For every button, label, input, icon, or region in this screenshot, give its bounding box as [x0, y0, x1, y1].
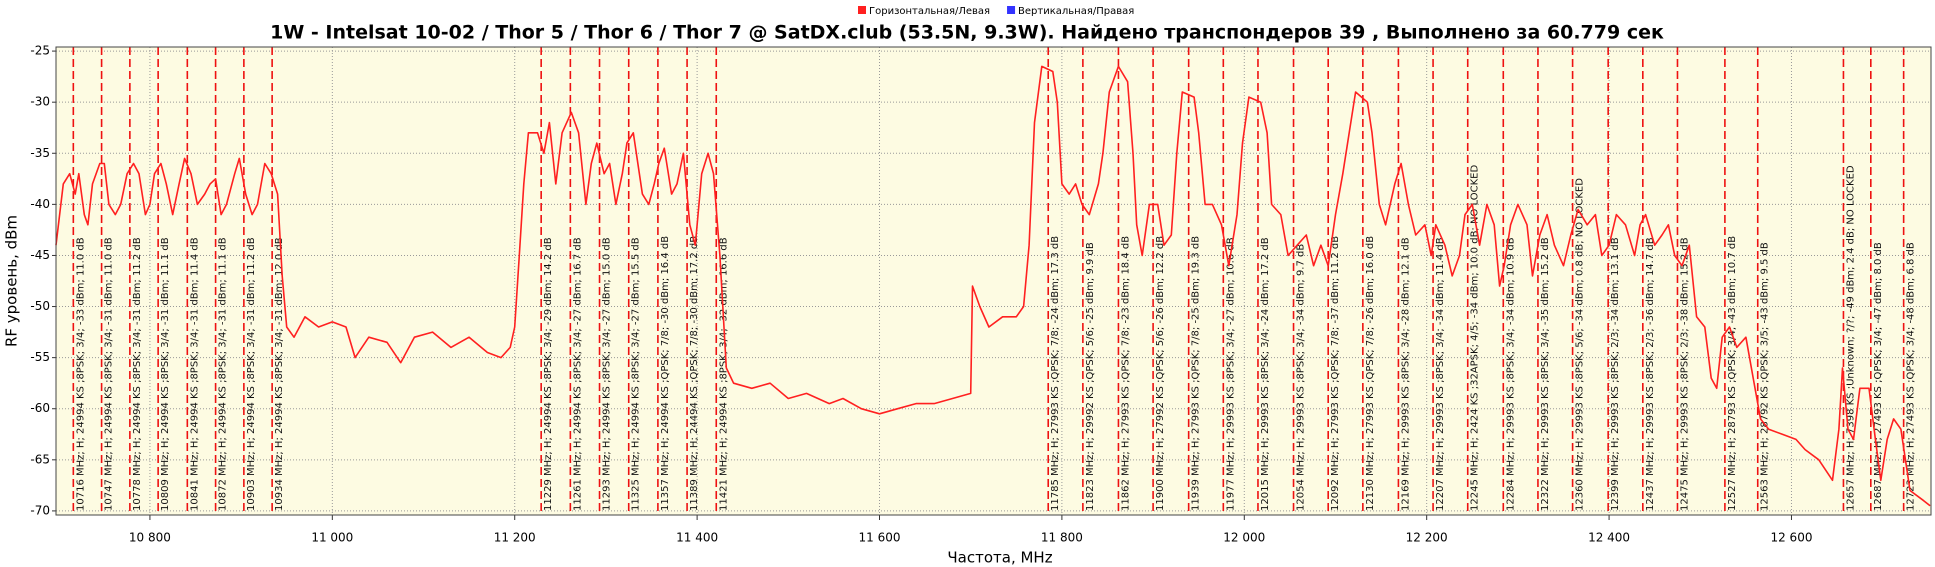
transponder-label: 10903 MHz; H; 24994 KS ;8PSK; 3/4; -31 d…: [246, 237, 257, 511]
transponder-label: 11261 MHz; H; 24994 KS ;8PSK; 3/4; -27 d…: [572, 237, 583, 511]
transponder-label: 10716 MHz; H; 24994 KS ;8PSK; 3/4; -33 d…: [75, 237, 86, 511]
transponder-label: 12130 MHz; H; 27993 KS ;QPSK; 7/8; -26 d…: [1365, 236, 1376, 511]
transponder-label: 12284 MHz; H; 29993 KS ;8PSK; 3/4; -34 d…: [1505, 237, 1516, 511]
transponder-label: 12399 MHz; H; 29993 KS ;8PSK; 2/3; -34 d…: [1610, 237, 1621, 511]
x-tick-label: 12 200: [1406, 531, 1448, 545]
legend-swatch: [858, 6, 866, 14]
transponder-label: 11785 MHz; H; 27993 KS ;QPSK; 7/8; -24 d…: [1050, 236, 1061, 511]
y-axis-label: RF уровень, dBm: [3, 215, 21, 347]
transponder-label: 11293 MHz; H; 24994 KS ;8PSK; 3/4; -27 d…: [602, 237, 613, 511]
y-tick-label: -25: [30, 44, 50, 58]
y-tick-label: -65: [30, 452, 50, 466]
x-tick-label: 11 800: [1041, 531, 1083, 545]
transponder-label: 11389 MHz; H; 24494 KS ;QPSK; 7/8; -30 d…: [689, 236, 700, 511]
transponder-label: 12054 MHz; H; 29993 KS ;8PSK; 3/4; -34 d…: [1296, 244, 1307, 511]
y-tick-label: -55: [30, 350, 50, 364]
plot-background: [56, 47, 1931, 515]
transponder-label: 12207 MHz; H; 29993 KS ;8PSK; 3/4; -34 d…: [1435, 237, 1446, 511]
transponder-label: 10778 MHz; H; 24994 KS ;8PSK; 3/4; -31 d…: [132, 237, 143, 511]
legend-label: Вертикальная/Правая: [1018, 6, 1134, 17]
transponder-label: 12563 MHz; H; 28792 KS ;QPSK; 3/5; -43 d…: [1760, 242, 1771, 511]
x-tick-label: 11 200: [494, 531, 536, 545]
transponder-label: 11229 MHz; H; 24994 KS ;8PSK; 3/4; -29 d…: [543, 237, 554, 511]
x-tick-label: 11 400: [676, 531, 718, 545]
transponder-label: 12245 MHz; H; 2424 KS ;32APSK; 4/5; -34 …: [1470, 165, 1481, 511]
x-tick-label: 12 000: [1223, 531, 1265, 545]
transponder-label: 11421 MHz; H; 24994 KS ;8PSK; 3/4; -32 d…: [718, 237, 729, 511]
x-tick-label: 11 600: [859, 531, 901, 545]
transponder-label: 12527 MHz; H; 28793 KS ;QPSK; 3/4; -43 d…: [1727, 236, 1738, 511]
x-tick-label: 10 800: [129, 531, 171, 545]
x-axis-label: Частота, MHz: [947, 549, 1052, 567]
y-tick-label: -60: [30, 401, 50, 415]
spectrum-line: [55, 65, 1931, 507]
transponder-label: 11977 MHz; H; 29993 KS ;8PSK; 3/4; -27 d…: [1225, 237, 1236, 511]
transponder-label: 10934 MHz; H; 24994 KS ;8PSK; 3/4; -31 d…: [274, 237, 285, 511]
transponder-label: 12015 MHz; H; 29993 KS ;8PSK; 3/4; -24 d…: [1260, 237, 1271, 511]
transponder-label: 11862 MHz; H; 27993 KS ;QPSK; 7/8; -23 d…: [1120, 236, 1131, 511]
y-tick-label: -35: [30, 146, 50, 160]
transponder-label: 12657 MHz; H; 7398 KS ;Unknown; ?/?; -49…: [1845, 165, 1856, 511]
transponder-label: 11325 MHz; H; 24994 KS ;8PSK; 3/4; -27 d…: [631, 237, 642, 511]
transponder-label: 12092 MHz; H; 27993 KS ;QPSK; 7/8; -37 d…: [1330, 236, 1341, 511]
transponder-label: 12437 MHz; H; 29993 KS ;8PSK; 2/3; -36 d…: [1645, 237, 1656, 511]
plot-frame: [55, 46, 1932, 516]
chart-title: 1W - Intelsat 10-02 / Thor 5 / Thor 6 / …: [270, 22, 1664, 44]
transponder-label: 12360 MHz; H; 29993 KS ;8PSK; 5/6; -34 d…: [1575, 178, 1586, 511]
y-tick-label: -30: [30, 95, 50, 109]
y-tick-label: -45: [30, 248, 50, 262]
x-tick-label: 11 000: [311, 531, 353, 545]
y-tick-label: -40: [30, 197, 50, 211]
legend-label: Горизонтальная/Левая: [869, 6, 990, 17]
transponder-label: 12687 MHz; H; 27493 KS ;QPSK; 3/4; -47 d…: [1873, 242, 1884, 511]
transponder-label: 12723 MHz; H; 27493 KS ;QPSK; 3/4; -48 d…: [1906, 242, 1917, 511]
transponder-label: 10809 MHz; H; 24994 KS ;8PSK; 3/4; -31 d…: [160, 237, 171, 511]
transponder-label: 12169 MHz; H; 29993 KS ;8PSK; 3/4; -28 d…: [1400, 237, 1411, 511]
transponder-label: 10841 MHz; H; 24994 KS ;8PSK; 3/4; -31 d…: [189, 237, 200, 511]
transponder-label: 12322 MHz; H; 29993 KS ;8PSK; 3/4; -35 d…: [1540, 237, 1551, 511]
transponder-label: 11900 MHz; H; 27992 KS ;QPSK; 5/6; -26 d…: [1155, 236, 1166, 511]
transponder-label: 11823 MHz; H; 29992 KS ;QPSK; 5/6; -25 d…: [1085, 242, 1096, 511]
legend-swatch: [1007, 6, 1016, 14]
transponder-label: 11357 MHz; H; 24994 KS ;QPSK; 7/8; -30 d…: [660, 236, 671, 511]
y-tick-label: -70: [30, 503, 50, 517]
transponder-label: 10872 MHz; H; 24994 KS ;8PSK; 3/4; -31 d…: [218, 237, 229, 511]
y-tick-label: -50: [30, 299, 50, 313]
x-tick-label: 12 400: [1588, 531, 1630, 545]
transponder-label: 11939 MHz; H; 27993 KS ;QPSK; 7/8; -25 d…: [1191, 236, 1202, 511]
transponder-label: 12475 MHz; H; 29993 KS ;8PSK; 2/3; -38 d…: [1679, 237, 1690, 511]
transponder-label: 10747 MHz; H; 24994 KS ;8PSK; 3/4; -31 d…: [104, 237, 115, 511]
x-tick-label: 12 600: [1770, 531, 1812, 545]
